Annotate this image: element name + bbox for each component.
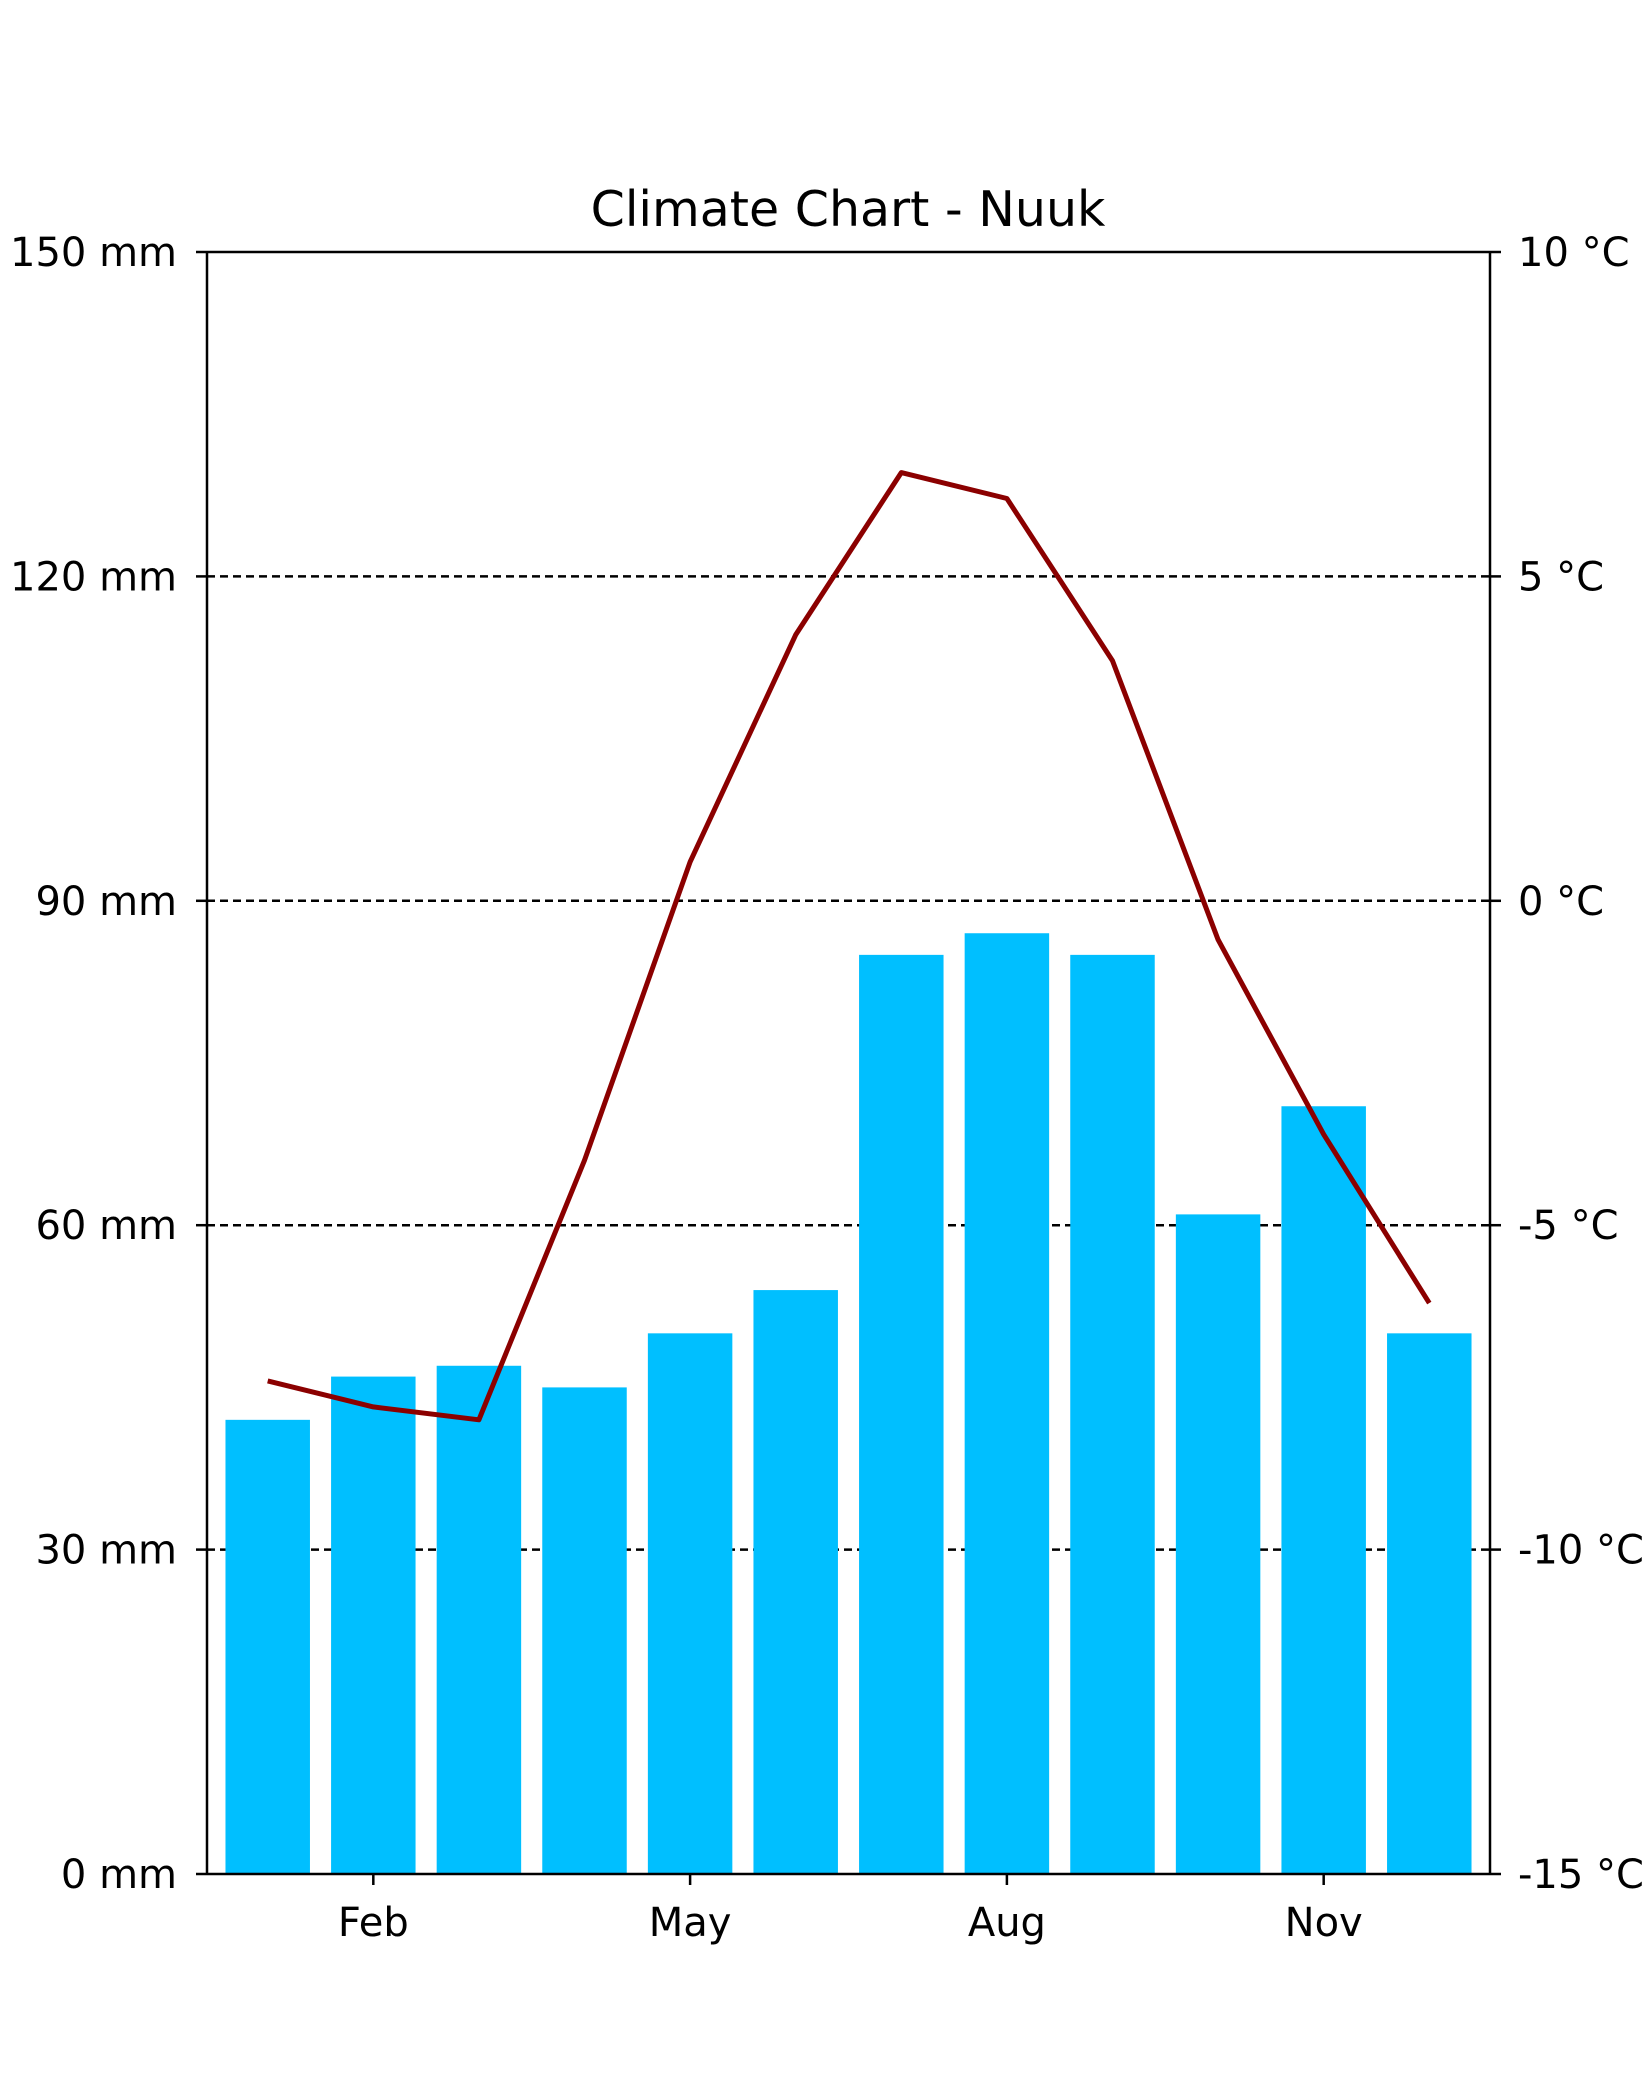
- precipitation-bar-apr: [542, 1387, 627, 1874]
- left-y-tick-label: 0 mm: [61, 1852, 177, 1898]
- chart-title: Climate Chart - Nuuk: [591, 181, 1106, 238]
- right-y-tick-label: -5 °C: [1518, 1203, 1619, 1249]
- precipitation-bar-jun: [753, 1290, 838, 1874]
- left-y-tick-label: 60 mm: [35, 1203, 177, 1249]
- left-y-tick-label: 30 mm: [35, 1528, 177, 1574]
- right-y-tick-label: 10 °C: [1518, 230, 1630, 276]
- x-tick-label: Feb: [338, 1900, 409, 1946]
- precipitation-bar-feb: [331, 1376, 416, 1874]
- precipitation-bars: [225, 933, 1472, 1874]
- temperature-series-line: [267, 470, 1432, 1423]
- left-y-tick-label: 150 mm: [10, 230, 177, 276]
- precipitation-bar-dec: [1387, 1333, 1472, 1874]
- precipitation-bar-jul: [859, 954, 944, 1874]
- left-y-tick-label: 90 mm: [35, 879, 177, 925]
- right-y-tick-label: -15 °C: [1518, 1852, 1644, 1898]
- right-y-tick-label: 5 °C: [1518, 554, 1604, 600]
- left-y-tick-label: 120 mm: [10, 554, 177, 600]
- precipitation-bar-may: [647, 1333, 733, 1874]
- precipitation-bar-mar: [436, 1365, 522, 1874]
- precipitation-bar-aug: [964, 933, 1050, 1874]
- grid-lines: [207, 575, 1490, 1551]
- x-tick-label: May: [649, 1900, 732, 1946]
- chart-axes: 0 mm 30 mm 60 mm 90 mm 120 mm 150 mm -15 °C -10…: [10, 230, 1644, 1946]
- precipitation-bar-nov: [1281, 1106, 1366, 1874]
- right-y-tick-label: -10 °C: [1518, 1528, 1644, 1574]
- precipitation-bar-jan: [225, 1419, 310, 1874]
- temperature-line: [267, 470, 1432, 1423]
- precipitation-bar-oct: [1175, 1214, 1261, 1874]
- x-tick-label: Aug: [968, 1900, 1046, 1946]
- right-y-tick-label: 0 °C: [1518, 879, 1604, 925]
- x-tick-label: Nov: [1285, 1900, 1363, 1946]
- precipitation-bar-sep: [1070, 954, 1155, 1874]
